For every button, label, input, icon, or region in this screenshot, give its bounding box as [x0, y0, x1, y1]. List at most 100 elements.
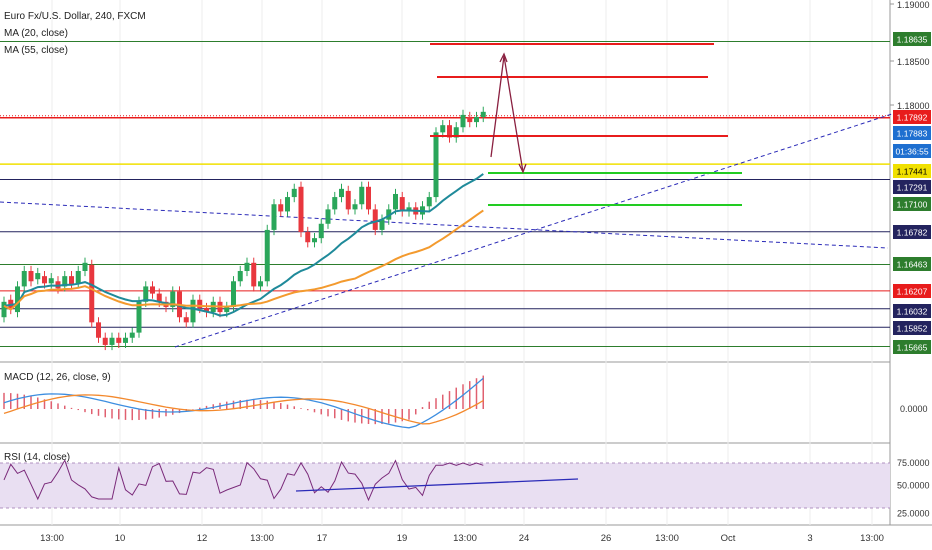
- candle-body: [393, 193, 398, 210]
- forecast-path: [490, 55, 524, 173]
- descending-trendline: [0, 201, 889, 249]
- price-level-text: 1.17291: [897, 183, 928, 193]
- price-level-text: 1.17441: [897, 167, 928, 177]
- time-axis-label: 12: [197, 533, 208, 544]
- candle-body: [62, 276, 68, 287]
- candle-body: [190, 299, 196, 323]
- candle-body: [204, 307, 209, 313]
- candle-body: [447, 125, 452, 138]
- price-level-text: 1.16032: [897, 307, 928, 317]
- ma55-legend: MA (55, close): [4, 45, 68, 56]
- candle-body: [48, 278, 54, 284]
- price-level-text: 1.17892: [897, 113, 928, 123]
- candle-body: [224, 306, 230, 313]
- time-axis-label: 13:00: [40, 533, 64, 544]
- candle-body: [28, 271, 34, 282]
- candle-body: [1, 301, 7, 318]
- time-axis-label: Oct: [721, 533, 736, 544]
- candle-body: [237, 271, 243, 282]
- candle-body: [453, 127, 459, 138]
- time-axis-label: 13:00: [655, 533, 679, 544]
- price-level-tag: [893, 225, 931, 239]
- candle-body: [143, 286, 149, 302]
- candle-body: [89, 264, 95, 323]
- candle-body: [426, 197, 432, 207]
- rsi-trendline: [295, 478, 579, 492]
- rsi-legend: RSI (14, close): [4, 452, 71, 463]
- candle-body: [123, 337, 128, 343]
- price-level-text: 1.15852: [897, 324, 928, 334]
- candle-body: [399, 197, 405, 212]
- time-axis-label: 24: [519, 533, 530, 544]
- price-axis-label: 1.18000: [897, 101, 930, 111]
- candle-body: [305, 231, 311, 243]
- candle-body: [170, 291, 176, 307]
- price-level-text: 1.16207: [897, 287, 928, 297]
- candle-body: [474, 116, 479, 123]
- candle-body: [150, 286, 155, 294]
- candle-body: [183, 317, 189, 323]
- candle-body: [197, 299, 203, 308]
- candle-body: [251, 262, 257, 287]
- candle-body: [35, 273, 41, 280]
- candle-body: [129, 332, 135, 338]
- price-level-text: 1.16782: [897, 228, 928, 238]
- price-level-tag: [893, 32, 931, 46]
- candle-body: [467, 116, 473, 123]
- candle-body: [271, 204, 277, 230]
- time-axis-label: 13:00: [860, 533, 884, 544]
- ma55-line: [3, 209, 484, 311]
- candle-body: [386, 209, 392, 220]
- candle-body: [345, 190, 351, 210]
- candle-body: [291, 188, 297, 198]
- price-level-tag: [893, 340, 931, 354]
- candle-body: [440, 125, 446, 133]
- candle-body: [231, 281, 236, 307]
- candle-body: [460, 114, 466, 128]
- price-level-text: 1.15665: [897, 343, 928, 353]
- time-axis-label: 10: [115, 533, 126, 544]
- arrow-up-icon: [499, 52, 508, 63]
- candle-body: [69, 276, 74, 285]
- price-axis-label: 1.18500: [897, 57, 930, 67]
- macd-line: [3, 377, 484, 429]
- candle-body: [406, 207, 412, 212]
- signal-line: [3, 394, 484, 425]
- chart-title: Euro Fx/U.S. Dollar, 240, FXCM: [4, 11, 146, 22]
- candle-body: [352, 204, 358, 210]
- price-axis-label: 1.19000: [897, 0, 930, 10]
- candle-body: [96, 322, 101, 338]
- candle-body: [156, 293, 162, 302]
- candle-body: [372, 209, 378, 230]
- price-level-tag: [893, 197, 931, 211]
- price-level-tag: [893, 164, 931, 178]
- time-axis-label: 13:00: [250, 533, 274, 544]
- candle-body: [325, 209, 331, 224]
- candle-body: [359, 186, 365, 205]
- price-level-tag: [893, 126, 931, 140]
- price-level-tag: [893, 144, 931, 158]
- candle-body: [258, 281, 263, 287]
- candle-body: [278, 204, 284, 212]
- price-level-tag: [893, 304, 931, 318]
- price-level-tag: [893, 257, 931, 271]
- candle-body: [116, 337, 122, 343]
- candle-body: [433, 132, 439, 198]
- rsi-axis-label: 75.0000: [897, 458, 930, 468]
- candle-body: [244, 262, 250, 272]
- price-level-tag: [893, 284, 931, 298]
- candle-body: [82, 262, 88, 272]
- candle-body: [332, 197, 338, 210]
- candle-body: [109, 337, 115, 345]
- candle-body: [102, 337, 108, 345]
- candle-body: [264, 229, 270, 282]
- ma20-legend: MA (20, close): [4, 28, 68, 39]
- candle-body: [21, 271, 27, 287]
- price-level-text: 1.17100: [897, 200, 928, 210]
- price-level-text: 1.16463: [897, 260, 928, 270]
- price-level-tag: [893, 110, 931, 124]
- price-level-tag: [893, 321, 931, 335]
- candle-body: [480, 111, 486, 117]
